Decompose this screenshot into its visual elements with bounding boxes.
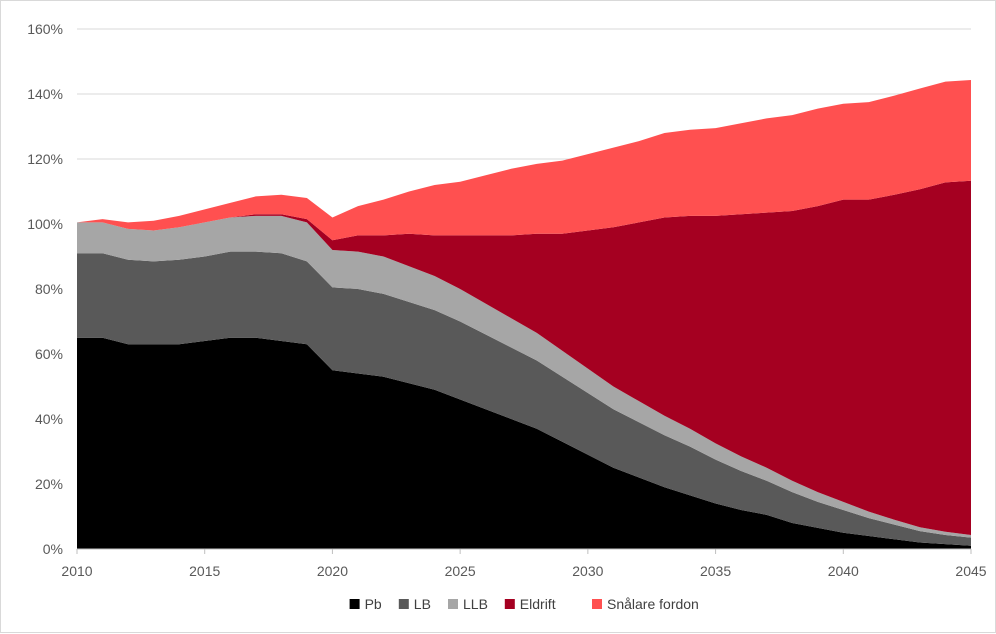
area-pb <box>77 337 971 549</box>
legend-item-snålare-fordon: Snålare fordon <box>592 596 699 612</box>
x-tick-label: 2015 <box>189 563 220 579</box>
y-axis-ticks: 0% 20% 40% 60% 80% 100% 120% 140% 160% <box>27 21 63 557</box>
legend-swatch <box>592 599 602 609</box>
y-tick-label: 140% <box>27 86 63 102</box>
legend: Pb LB LLB Eldrift Snålare fordon <box>349 596 699 612</box>
y-tick-label: 0% <box>43 541 63 557</box>
x-tick-label: 2040 <box>828 563 859 579</box>
legend-item-pb: Pb <box>349 596 382 612</box>
legend-swatch <box>504 599 515 609</box>
area-lb <box>77 251 971 546</box>
area-series <box>77 80 971 549</box>
legend-item-eldrift: Eldrift <box>504 596 556 612</box>
legend-item-llb: LLB <box>448 596 488 612</box>
legend-swatch <box>448 599 458 609</box>
area-snålare-fordon <box>77 80 971 241</box>
y-tick-label: 80% <box>35 281 63 297</box>
x-tick-label: 2045 <box>955 563 986 579</box>
y-tick-label: 60% <box>35 346 63 362</box>
x-axis-ticks: 2010 2015 2020 2025 2030 2035 2040 2045 <box>61 549 987 579</box>
legend-item-lb: LB <box>398 596 431 612</box>
legend-label: LB <box>414 596 431 612</box>
legend-label: Snålare fordon <box>607 596 699 612</box>
x-tick-label: 2025 <box>445 563 476 579</box>
y-tick-label: 20% <box>35 476 63 492</box>
y-tick-label: 120% <box>27 151 63 167</box>
x-tick-label: 2020 <box>317 563 348 579</box>
legend-swatch <box>398 599 409 609</box>
y-tick-label: 100% <box>27 216 63 232</box>
x-tick-label: 2035 <box>700 563 731 579</box>
y-tick-label: 40% <box>35 411 63 427</box>
y-tick-label: 160% <box>27 21 63 37</box>
legend-swatch <box>349 599 360 609</box>
x-tick-label: 2010 <box>61 563 92 579</box>
area-llb <box>77 215 971 538</box>
legend-label: Eldrift <box>520 596 556 612</box>
area-eldrift <box>77 180 971 536</box>
legend-label: LLB <box>463 596 488 612</box>
x-tick-label: 2030 <box>572 563 603 579</box>
legend-label: Pb <box>365 596 382 612</box>
